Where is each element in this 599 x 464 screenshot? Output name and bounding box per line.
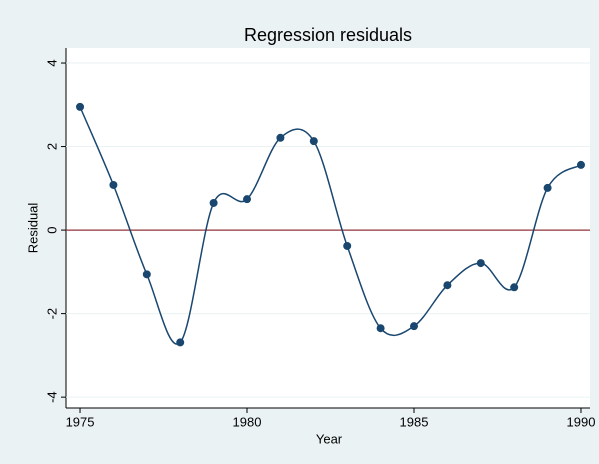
marker [343,241,352,250]
x-tick-label: 1980 [233,414,262,429]
x-tick-label: 1990 [567,414,596,429]
marker [176,338,185,347]
marker [76,102,85,111]
y-axis-label: Residual [25,203,40,254]
marker [476,259,485,268]
marker [243,195,252,204]
marker [543,183,552,192]
x-tick-label: 1975 [66,414,95,429]
marker [109,180,118,189]
marker [376,324,385,333]
marker [443,281,452,290]
y-tick-label: -4 [44,391,59,403]
marker [510,283,519,292]
marker [309,137,318,146]
marker [409,322,418,331]
marker [576,160,585,169]
chart-title: Regression residuals [244,25,412,45]
plot-area [66,48,590,408]
x-axis-label: Year [316,431,343,446]
marker [142,270,151,279]
y-tick-label: -2 [44,308,59,320]
marker [276,133,285,142]
y-tick-label: 0 [44,226,59,233]
series-line [79,106,582,345]
marker [209,198,218,207]
y-tick-label: 4 [44,59,59,66]
x-tick-label: 1985 [400,414,429,429]
y-tick-label: 2 [44,143,59,150]
